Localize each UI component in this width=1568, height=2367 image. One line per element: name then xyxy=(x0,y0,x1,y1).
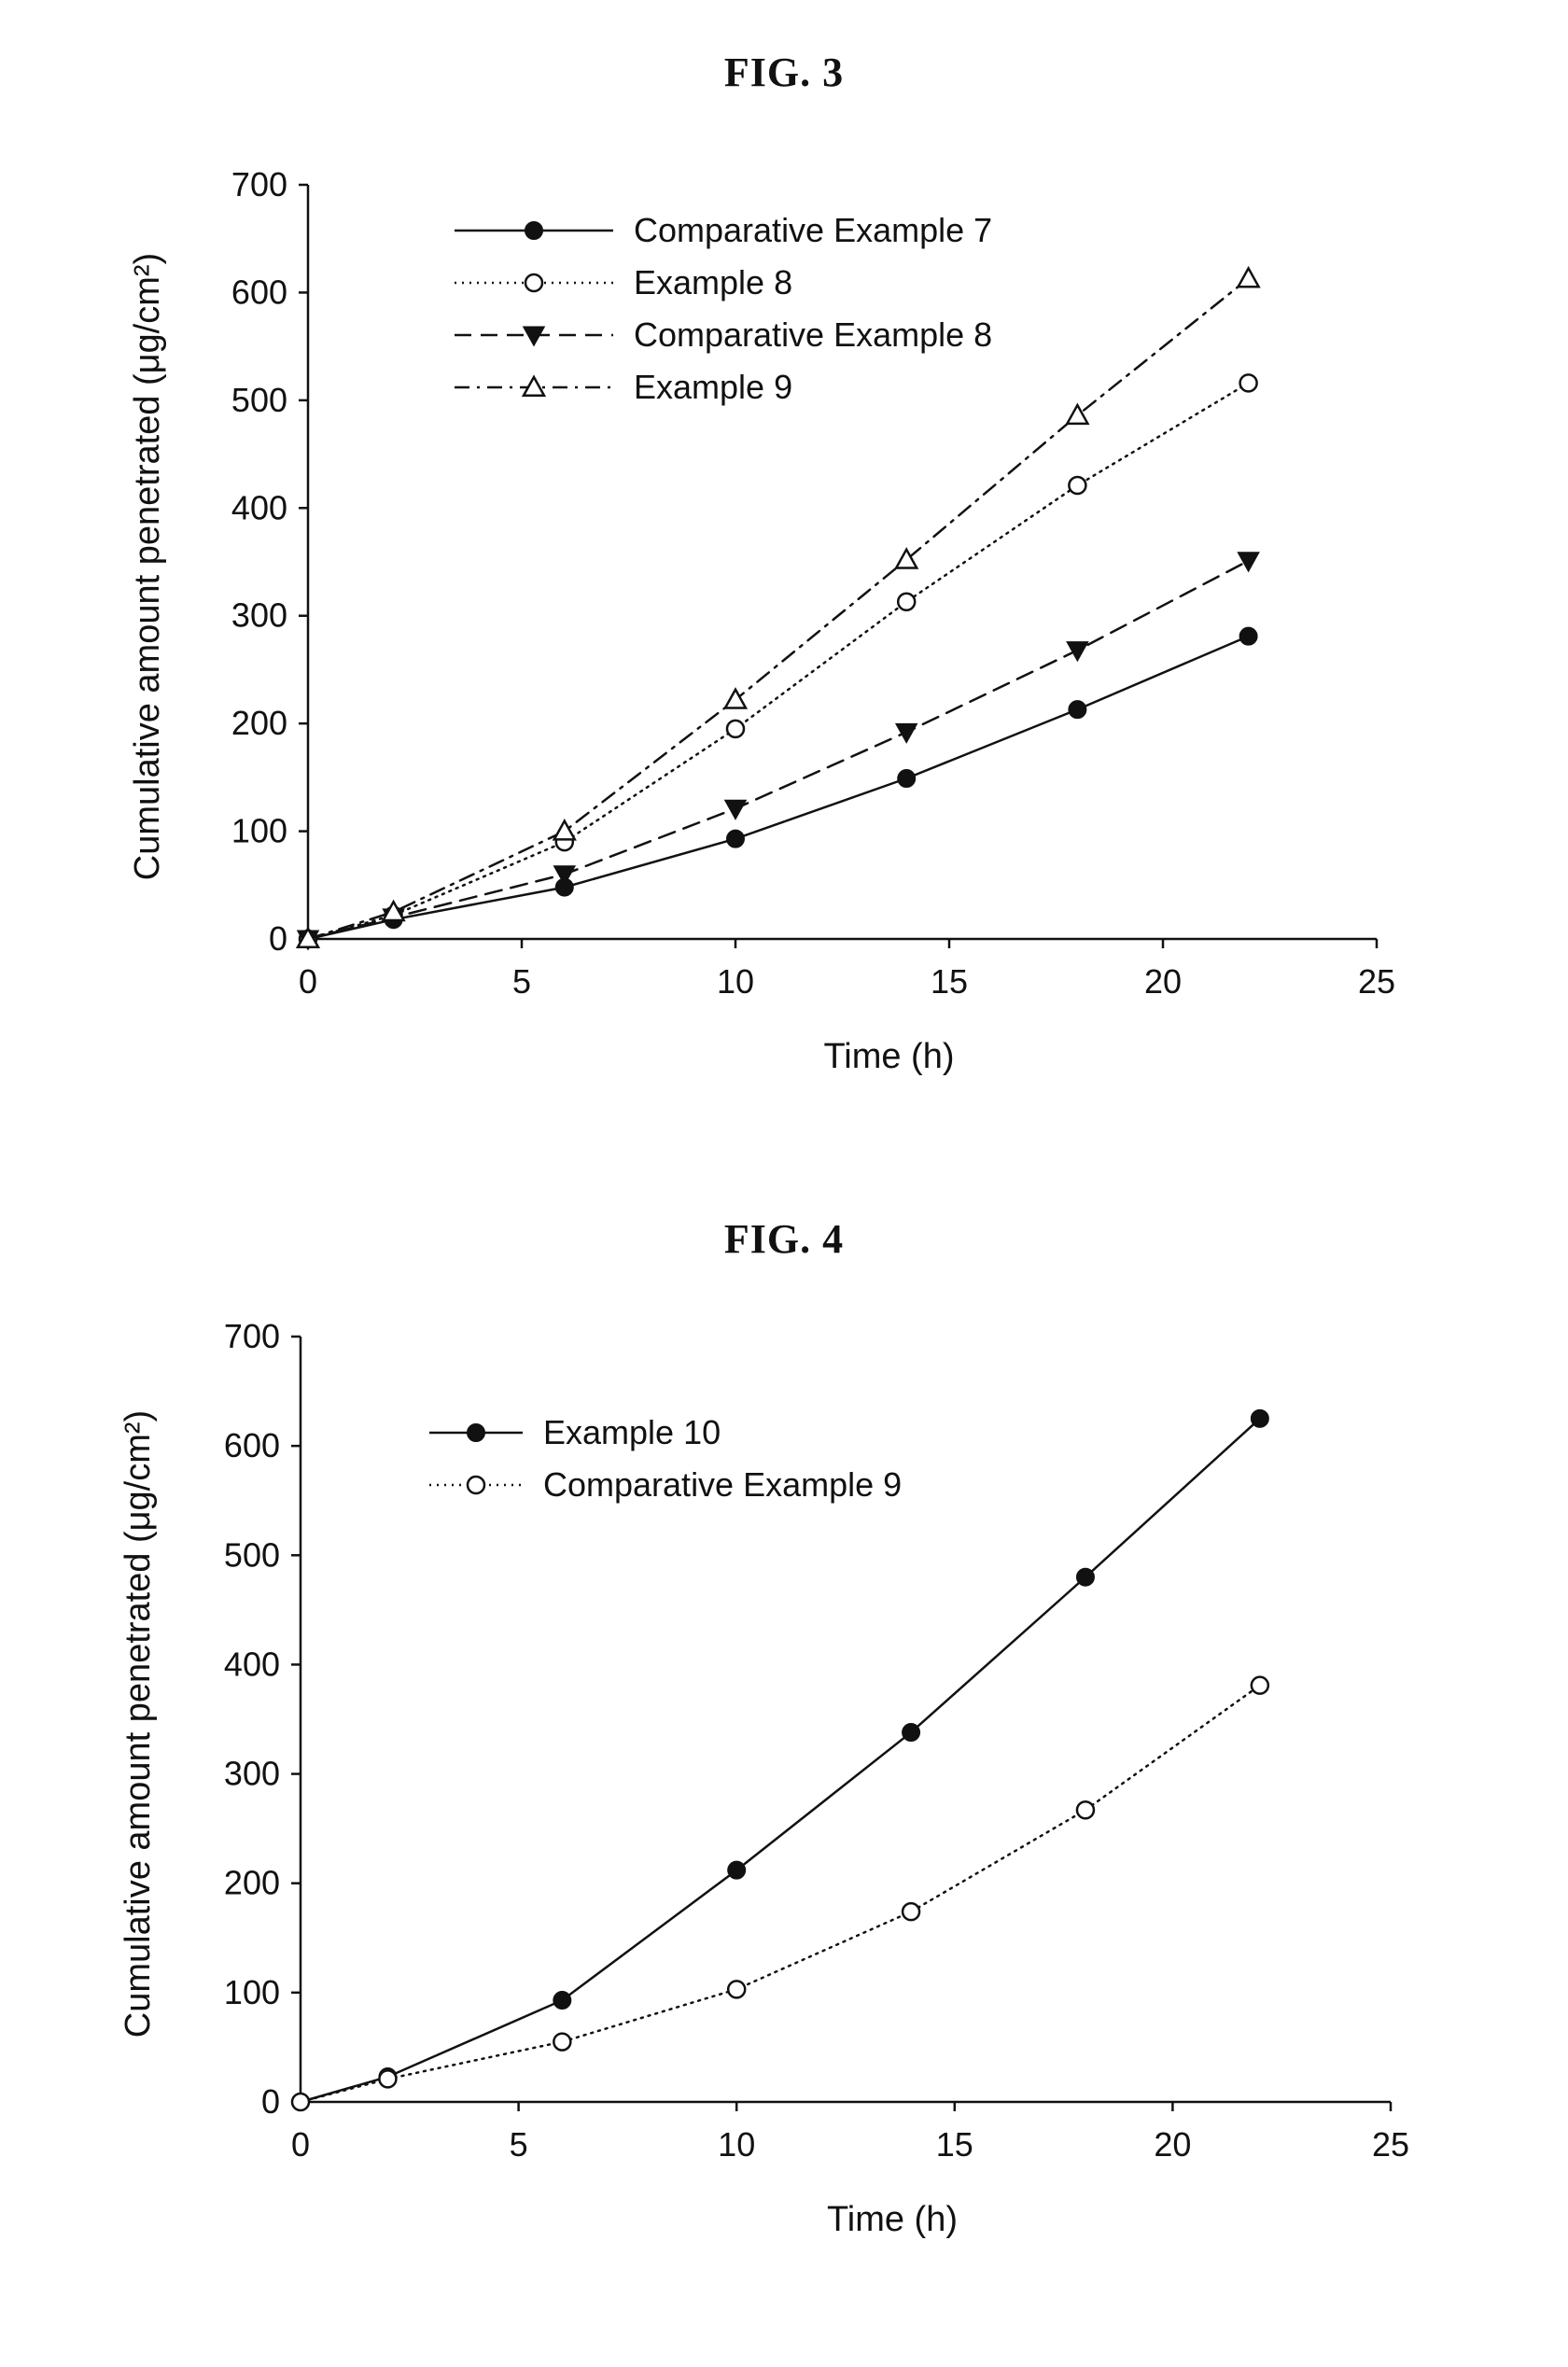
fig4-series-1-point xyxy=(1077,1569,1094,1586)
fig4-series-2-point xyxy=(1252,1677,1268,1694)
fig4-series-2-point xyxy=(553,2034,570,2051)
fig3-legend-label: Example 8 xyxy=(634,263,792,301)
fig3-x-ticks: 0 5 10 15 20 25 xyxy=(299,939,1395,1001)
fig3-x-tick-label: 5 xyxy=(512,962,531,1001)
fig3-series-2-point xyxy=(727,721,744,737)
fig3-series-3-point xyxy=(1067,642,1087,661)
fig3-series-1 xyxy=(300,628,1257,947)
fig3-title: FIG. 3 xyxy=(0,49,1568,96)
fig3-series-2-point xyxy=(1240,374,1257,391)
fig4-y-tick-label: 700 xyxy=(224,1317,280,1355)
fig4-series-2-point xyxy=(292,2094,309,2110)
fig4-series-2-line xyxy=(301,1686,1260,2102)
fig4-x-tick-label: 5 xyxy=(510,2125,528,2164)
fig4-series-1-point xyxy=(903,1724,919,1741)
fig4-y-tick-label: 0 xyxy=(261,2082,280,2121)
fig4-y-ticks: 0 100 200 300 400 500 600 700 xyxy=(224,1317,301,2121)
fig4-y-tick-label: 300 xyxy=(224,1755,280,1793)
fig4-x-tick-label: 0 xyxy=(291,2125,310,2164)
fig3-series-1-line xyxy=(308,637,1249,939)
fig4-x-tick-label: 20 xyxy=(1154,2125,1191,2164)
fig3-chart: 0 100 200 300 400 500 600 700 0 5 10 15 20 25 Time (h)… xyxy=(0,140,1568,1101)
fig3-y-tick-label: 400 xyxy=(231,488,287,526)
fig3-y-tick-label: 500 xyxy=(231,381,287,419)
fig3-series-3-point xyxy=(1239,553,1259,571)
fig3-x-tick-label: 25 xyxy=(1358,962,1395,1001)
fig4-series-2 xyxy=(292,1677,1268,2110)
fig4-chart: 0 100 200 300 400 500 600 700 0 5 10 15 20 25 Time (h)… xyxy=(0,1307,1568,2333)
fig4-series-1-line xyxy=(301,1419,1260,2102)
fig3-y-tick-label: 300 xyxy=(231,596,287,635)
fig3-series-4-point xyxy=(1067,405,1087,424)
fig3-series-2-line xyxy=(308,383,1249,939)
fig4-x-tick-label: 10 xyxy=(718,2125,755,2164)
fig3-y-tick-label: 0 xyxy=(269,919,287,958)
fig4-legend-label: Comparative Example 9 xyxy=(543,1465,902,1504)
fig3-x-axis-title: Time (h) xyxy=(823,1037,954,1076)
fig4-title: FIG. 4 xyxy=(0,1215,1568,1263)
fig4-series-2-point xyxy=(1077,1801,1094,1818)
fig3-series-1-point xyxy=(727,831,744,847)
fig4-y-tick-label: 200 xyxy=(224,1864,280,1902)
fig4-legend-marker xyxy=(468,1477,484,1493)
fig4-x-ticks: 0 5 10 15 20 25 xyxy=(291,2102,1409,2164)
fig3-legend-label: Comparative Example 8 xyxy=(634,315,992,354)
fig4-legend: Example 10 Comparative Example 9 xyxy=(429,1413,902,1504)
fig3-series-1-point xyxy=(1240,628,1257,645)
fig4-y-tick-label: 400 xyxy=(224,1645,280,1683)
fig4-x-tick-label: 25 xyxy=(1372,2125,1409,2164)
fig3-legend-marker xyxy=(525,274,542,291)
fig3-series-4-point xyxy=(725,690,746,708)
fig4-y-tick-label: 500 xyxy=(224,1535,280,1574)
fig3-x-tick-label: 15 xyxy=(931,962,968,1001)
fig3-y-axis-title: Cumulative amount penetrated (μg/cm²) xyxy=(128,253,167,880)
fig3-series-2-point xyxy=(1069,477,1085,494)
fig3-y-tick-label: 600 xyxy=(231,273,287,311)
fig3-series-1-point xyxy=(1069,701,1085,718)
fig4-series-2-point xyxy=(379,2070,396,2087)
fig3-x-tick-label: 0 xyxy=(299,962,317,1001)
fig3-series-3-point xyxy=(896,724,917,743)
fig4-y-axis-title: Cumulative amount penetrated (μg/cm²) xyxy=(119,1410,158,2038)
fig4-legend-label: Example 10 xyxy=(543,1413,721,1451)
fig3-series-2-point xyxy=(898,594,915,610)
fig4-series-1-point xyxy=(728,1862,745,1879)
fig3-y-ticks: 0 100 200 300 400 500 600 700 xyxy=(231,165,308,958)
fig4-series-2-point xyxy=(903,1903,919,1920)
fig4-series-1 xyxy=(292,1410,1268,2110)
fig3-legend: Comparative Example 7 Example 8 Comparativ… xyxy=(455,211,992,406)
fig4-legend-marker xyxy=(468,1424,484,1441)
fig3-series-1-point xyxy=(898,770,915,787)
fig4-y-tick-label: 600 xyxy=(224,1426,280,1464)
fig3-y-tick-label: 700 xyxy=(231,165,287,203)
fig3-x-tick-label: 20 xyxy=(1144,962,1182,1001)
fig3-series-4-point xyxy=(554,821,575,840)
fig3-legend-label: Comparative Example 7 xyxy=(634,211,992,249)
fig3-legend-label: Example 9 xyxy=(634,368,792,406)
fig4-x-tick-label: 15 xyxy=(936,2125,973,2164)
fig3-y-tick-label: 100 xyxy=(231,812,287,850)
fig4-series-1-point xyxy=(553,1992,570,2009)
fig4-series-2-point xyxy=(728,1981,745,1997)
fig3-series-2 xyxy=(300,374,1257,947)
fig3-series-4-point xyxy=(1239,268,1259,287)
fig4-series-1-point xyxy=(1252,1410,1268,1427)
fig4-x-axis-title: Time (h) xyxy=(827,2200,958,2239)
fig3-series-3-line xyxy=(308,561,1249,939)
fig4-y-tick-label: 100 xyxy=(224,1973,280,2011)
fig3-series-3-point xyxy=(725,801,746,819)
fig3-x-tick-label: 10 xyxy=(717,962,754,1001)
fig3-legend-marker xyxy=(525,222,542,239)
fig3-y-tick-label: 200 xyxy=(231,704,287,742)
